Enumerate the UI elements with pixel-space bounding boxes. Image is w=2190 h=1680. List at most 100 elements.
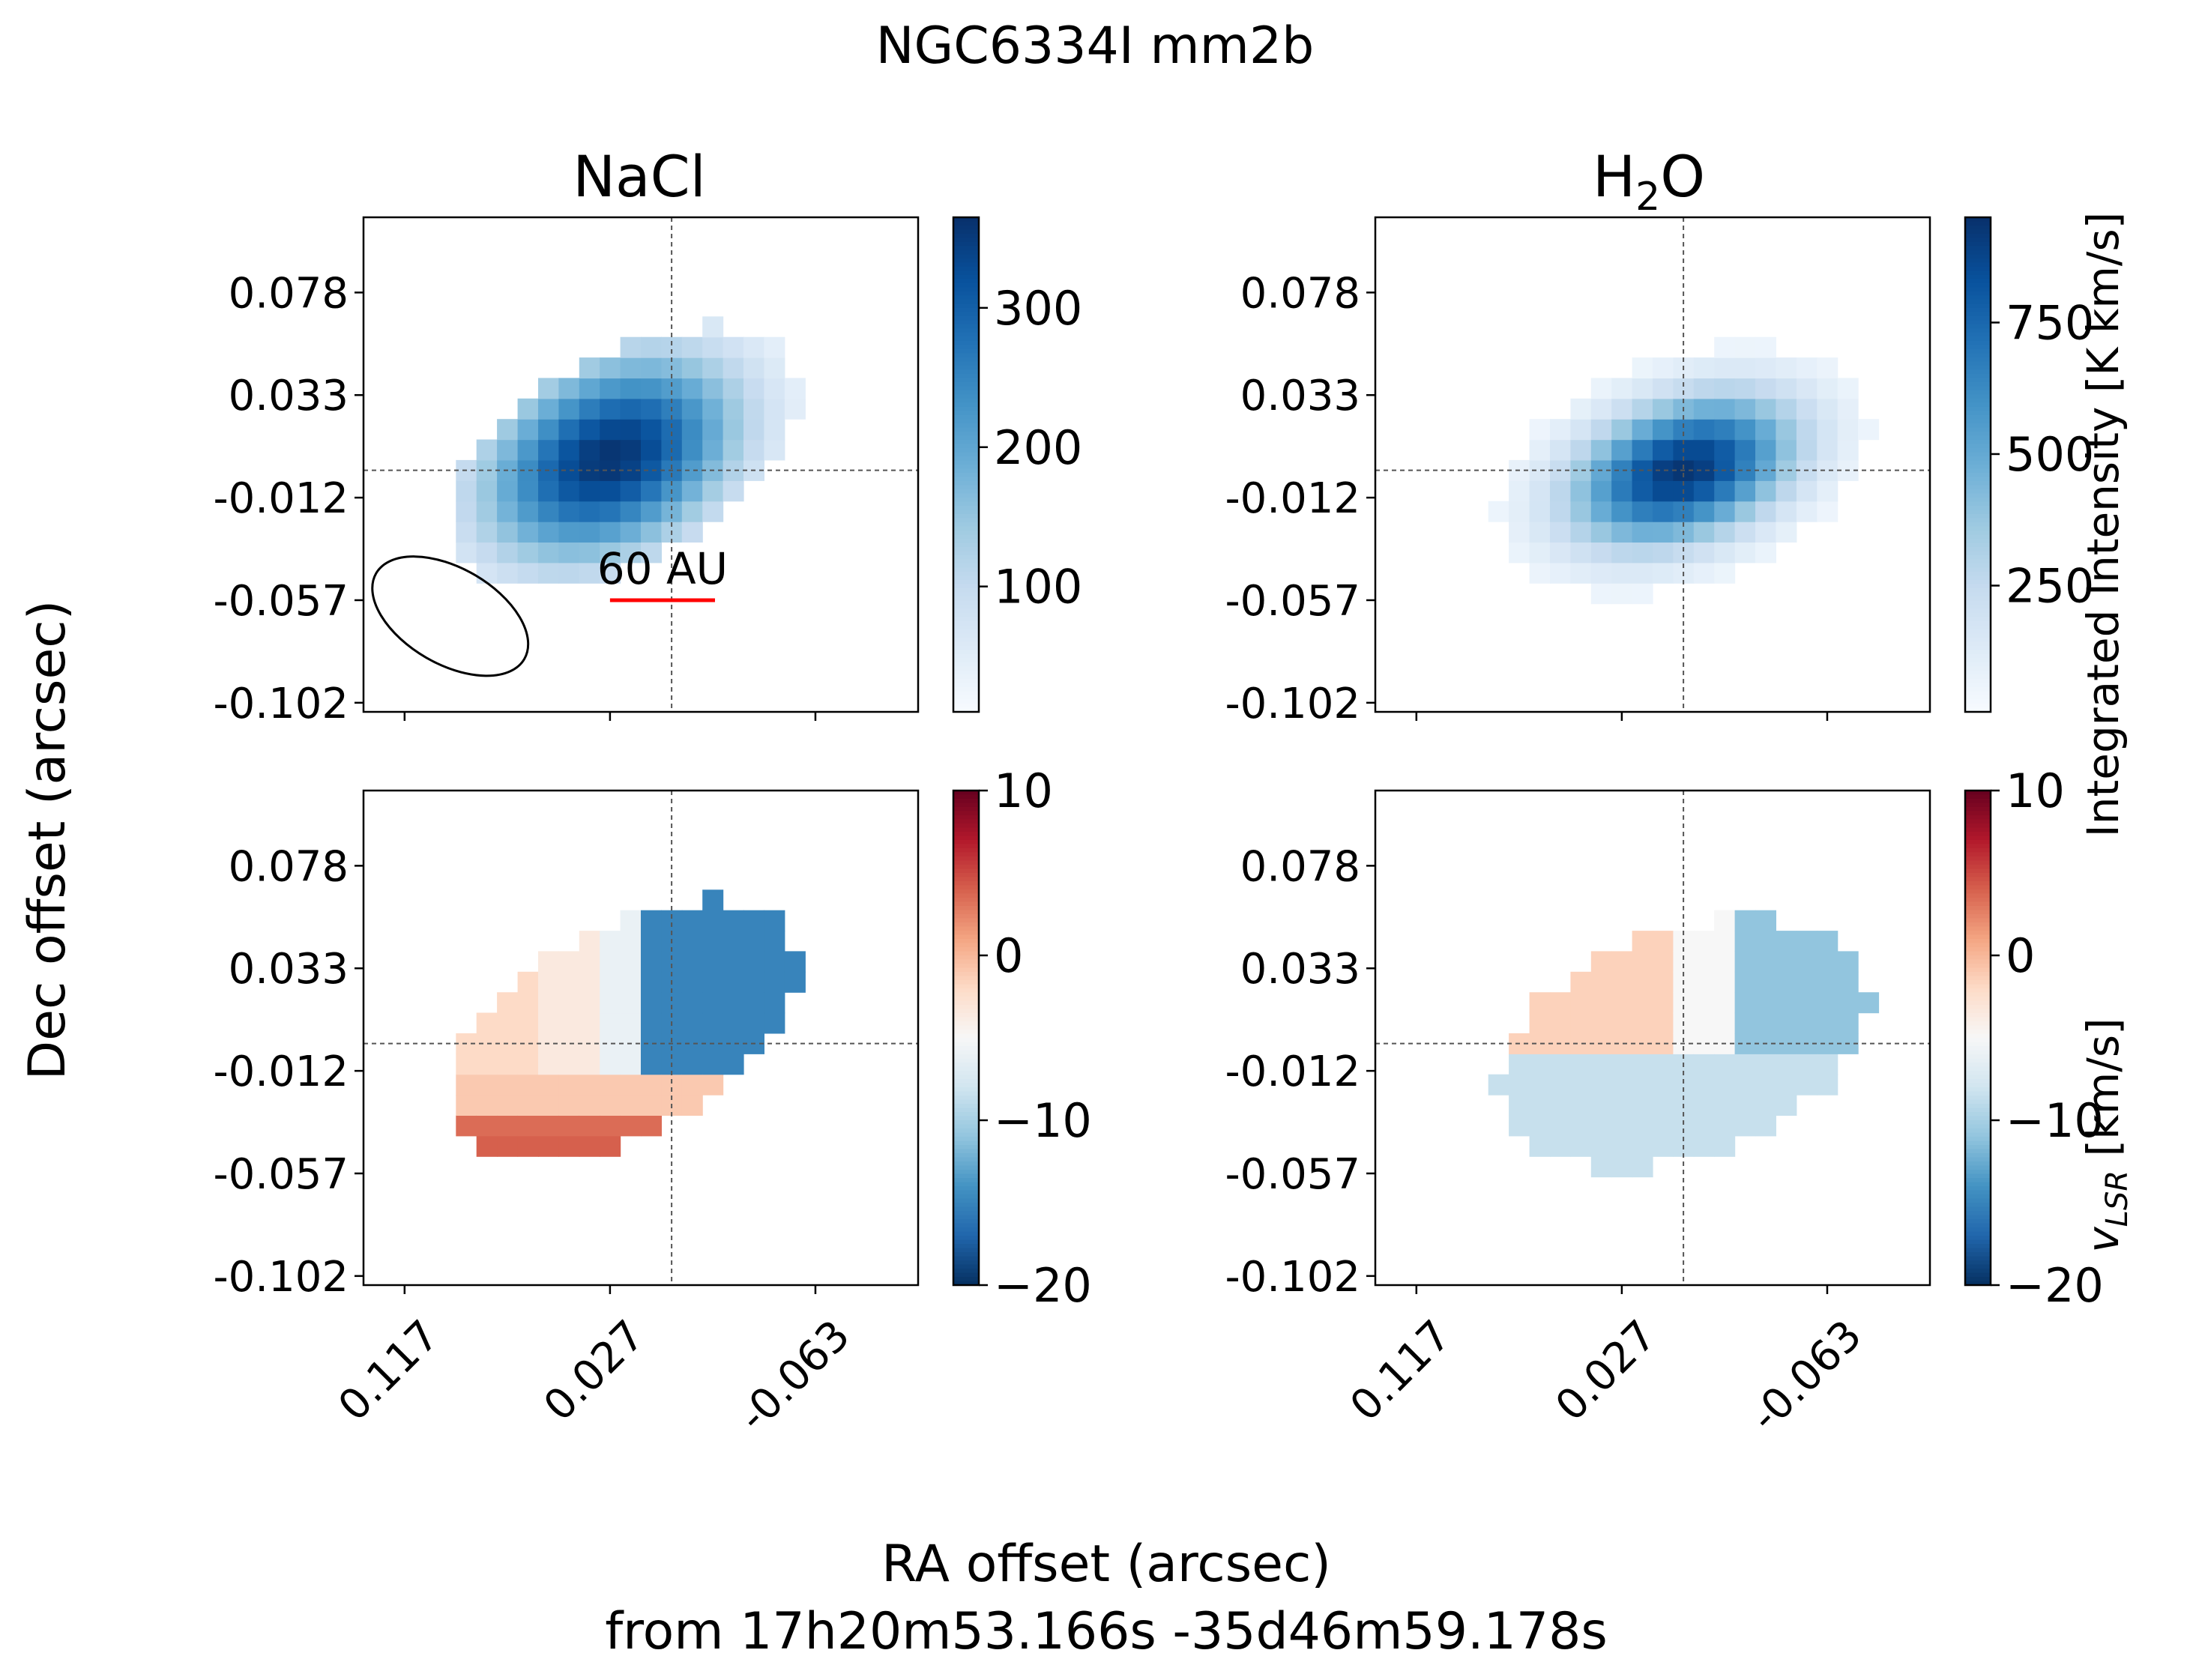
- colorbar-frame: [952, 216, 980, 713]
- map-pixel: [1734, 1033, 1756, 1054]
- colorbar-segment: [1965, 303, 1991, 309]
- map-pixel: [1693, 419, 1715, 441]
- map-pixel: [579, 1135, 600, 1157]
- colorbar-segment: [1965, 1190, 1991, 1195]
- colorbar-segment: [953, 794, 979, 800]
- map-pixel: [1529, 1012, 1551, 1034]
- map-pixel: [579, 378, 600, 399]
- y-tick-label: 0.033: [1240, 372, 1360, 420]
- map-pixel: [1673, 992, 1695, 1014]
- colorbar-segment: [1965, 394, 1991, 399]
- panel-2: 0.078 0.033 -0.012 -0.057 -0.102 0.117 0.027 -0…: [213, 789, 920, 1441]
- map-pixel: [1529, 562, 1551, 584]
- colorbar-segment: [953, 485, 979, 490]
- colorbar-segment: [953, 324, 979, 330]
- map-pixel: [1817, 378, 1838, 399]
- map-pixel: [517, 439, 539, 461]
- colorbar-segment: [953, 1132, 979, 1137]
- map-pixel: [681, 480, 703, 502]
- colorbar-segment: [953, 300, 979, 305]
- colorbar-segment: [953, 1203, 979, 1208]
- map-pixel: [1653, 971, 1674, 993]
- colorbar-segment: [953, 1038, 979, 1043]
- colorbar-segment: [953, 600, 979, 605]
- map-pixel: [661, 910, 683, 931]
- colorbar-segment: [1965, 1021, 1991, 1027]
- map-pixel: [1509, 1074, 1530, 1096]
- map-pixel: [1693, 1012, 1715, 1034]
- colorbar-segment: [1965, 1058, 1991, 1063]
- colorbar-segment: [953, 910, 979, 915]
- colorbar-segment: [1965, 699, 1991, 704]
- colorbar-segment: [1965, 473, 1991, 478]
- colorbar-tick-label: 100: [994, 560, 1082, 614]
- x-tick-label: 0.117: [329, 1311, 448, 1430]
- colorbar-segment: [1965, 501, 1991, 507]
- map-pixel: [1632, 1135, 1653, 1157]
- map-pixel: [1509, 542, 1530, 563]
- colorbar-segment: [1965, 238, 1991, 243]
- colorbar-segment: [953, 514, 979, 519]
- map-pixel: [1570, 398, 1592, 420]
- map-pixel: [600, 971, 621, 993]
- colorbar-segment: [1965, 456, 1991, 462]
- colorbar-segment: [1965, 588, 1991, 593]
- map-pixel: [1673, 419, 1695, 441]
- colorbar-segment: [953, 448, 979, 453]
- y-tick-label: 0.078: [229, 842, 349, 891]
- colorbar-segment: [953, 279, 979, 284]
- map-pixel: [1734, 480, 1756, 502]
- scale-bar-label: 60 AU: [597, 543, 728, 594]
- map-pixel: [1550, 419, 1571, 441]
- colorbar-segment: [1965, 510, 1991, 515]
- map-pixel: [702, 398, 724, 420]
- colorbar-segment: [1965, 300, 1991, 305]
- map-pixel: [1817, 1054, 1838, 1075]
- colorbar-segment: [1965, 840, 1991, 845]
- map-pixel: [497, 1054, 519, 1075]
- map-pixel: [579, 357, 600, 379]
- map-pixel: [1570, 501, 1592, 522]
- map-pixel: [723, 398, 744, 420]
- colorbar-segment: [1965, 366, 1991, 371]
- colorbar-segment: [953, 369, 979, 375]
- map-pixel: [558, 951, 580, 973]
- map-pixel: [681, 439, 703, 461]
- map-pixel: [1529, 1074, 1551, 1096]
- map-pixel: [702, 910, 724, 931]
- colorbar-segment: [1965, 844, 1991, 849]
- colorbar-segment: [953, 1227, 979, 1233]
- map-pixel: [1570, 542, 1592, 563]
- map-pixel: [600, 522, 621, 543]
- map-pixel: [1653, 419, 1674, 441]
- colorbar-segment: [1965, 353, 1991, 358]
- colorbar-segment: [1965, 333, 1991, 338]
- colorbar-segment: [953, 1128, 979, 1134]
- colorbar-segment: [1965, 906, 1991, 911]
- map-pixel: [497, 522, 519, 543]
- map-pixel: [620, 398, 642, 420]
- colorbar-segment: [1965, 794, 1991, 800]
- y-tick-label: 0.033: [1240, 945, 1360, 994]
- map-pixel: [1611, 1115, 1633, 1137]
- colorbar-segment: [1965, 522, 1991, 528]
- colorbar-segment: [953, 283, 979, 288]
- map-pixel: [517, 1115, 539, 1137]
- y-tick-label: -0.012: [1225, 1048, 1360, 1096]
- pixel-map: [456, 316, 806, 584]
- map-pixel: [1837, 971, 1859, 993]
- map-pixel: [476, 480, 498, 502]
- colorbar-segment: [953, 432, 979, 437]
- colorbar-segment: [1965, 1096, 1991, 1101]
- map-pixel: [1550, 1095, 1571, 1116]
- map-pixel: [723, 992, 744, 1014]
- colorbar-segment: [953, 625, 979, 630]
- map-pixel: [1734, 1054, 1756, 1075]
- colorbar-segment: [1965, 1083, 1991, 1088]
- colorbar-segment: [953, 468, 979, 474]
- map-pixel: [723, 480, 744, 502]
- colorbar-segment: [953, 341, 979, 346]
- map-pixel: [681, 1074, 703, 1096]
